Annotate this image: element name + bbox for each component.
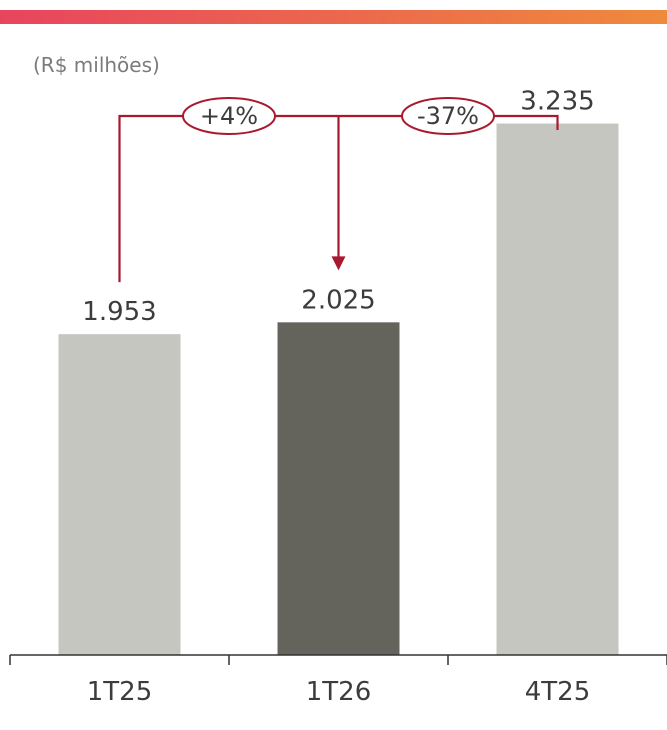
annotation-connector-left (118, 114, 339, 283)
x-tick-label-1t26: 1T26 (306, 677, 372, 707)
annotation-ellipse (182, 97, 276, 135)
annotation-ellipse (401, 97, 495, 135)
x-tick-label-1t25: 1T25 (87, 677, 153, 707)
unit-label: (R$ milhões) (33, 53, 160, 77)
value-label-1t25: 1.953 (82, 297, 156, 327)
bar-1t26 (277, 322, 400, 655)
annotation-pct-left: +4% (182, 97, 276, 135)
header-gradient-bar (0, 10, 667, 24)
arrowhead-icon (331, 256, 346, 271)
bar-4t25 (496, 123, 619, 656)
annotation-label: -37% (417, 102, 479, 130)
bar-1t25 (58, 334, 181, 655)
annotation-label: +4% (200, 102, 258, 130)
value-label-1t26: 2.025 (301, 285, 375, 315)
annotation-pct-right: -37% (401, 97, 495, 135)
x-tick-label-4t25: 4T25 (525, 677, 591, 707)
value-label-4t25: 3.235 (520, 87, 594, 117)
